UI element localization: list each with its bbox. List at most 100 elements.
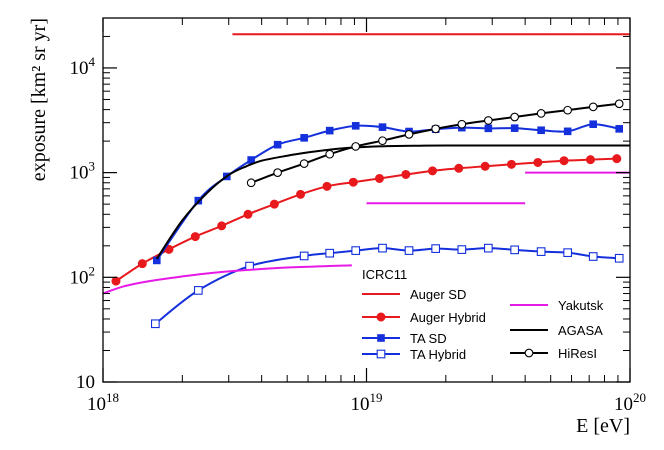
- auger-hybrid-point: [585, 155, 595, 165]
- ta-sd-point: [247, 156, 255, 164]
- yakutsk-line-1: [102, 264, 352, 295]
- ta-hybrid-point: [457, 245, 467, 254]
- auger-hybrid-point: [374, 173, 384, 183]
- ta-sd-point: [152, 256, 161, 265]
- hiresi-point: [299, 159, 309, 168]
- ta-sd-point: [589, 120, 597, 129]
- auger-hybrid-point: [111, 276, 121, 286]
- series-agasa: [155, 144, 630, 260]
- ta-hybrid-point: [193, 286, 203, 295]
- ta-hybrid-point: [510, 245, 520, 255]
- x-tick-label: 1019: [351, 390, 383, 415]
- legend-label-ta-sd: TA SD: [410, 331, 447, 346]
- y-tick-label: 102: [70, 263, 96, 288]
- legend-marker-ta-sd: [377, 334, 385, 342]
- ta-hybrid-point: [563, 248, 573, 258]
- hiresi-point: [510, 112, 520, 122]
- y-tick-label: 10: [76, 372, 95, 393]
- ticks-layer: 1018 1019 1020 10 102 103 104: [70, 17, 646, 415]
- auger-hybrid-point: [296, 189, 306, 199]
- legend-title: ICRC11: [362, 267, 407, 282]
- legend-marker-hiresi: [524, 348, 534, 358]
- hiresi-point: [457, 119, 467, 129]
- hiresi-point: [378, 136, 387, 146]
- auger-hybrid-point: [559, 156, 569, 166]
- ta-hybrid-point: [325, 248, 335, 258]
- hiresi-point: [563, 105, 573, 115]
- hiresi-point: [404, 130, 414, 139]
- auger-hybrid-point: [401, 169, 411, 179]
- auger-hybrid-point: [427, 166, 437, 176]
- hiresi-point: [325, 149, 335, 159]
- auger-hybrid-point: [190, 232, 200, 242]
- legend-entry-ta-sd: TA SD: [362, 331, 447, 346]
- ta-sd-point: [273, 140, 282, 149]
- x-axis-label: E [eV]: [576, 415, 630, 437]
- legend-label-agasa: AGASA: [558, 323, 603, 338]
- legend-label-hiresi: HiResI: [558, 346, 597, 361]
- ta-sd-point: [484, 124, 493, 133]
- ta-sd-point: [537, 126, 545, 135]
- auger-hybrid-point: [217, 221, 227, 231]
- auger-hybrid-point: [533, 157, 543, 167]
- agasa-line: [155, 144, 630, 260]
- series-layer: [102, 33, 630, 329]
- ta-hybrid-point: [536, 247, 546, 256]
- auger-hybrid-point: [243, 209, 253, 219]
- auger-hybrid-point: [137, 259, 147, 269]
- hiresi-point: [431, 124, 441, 134]
- y-axis-label: exposure [km² sr yr]: [28, 18, 50, 181]
- legend-entry-yakutsk: Yakutsk: [510, 298, 604, 313]
- ta-hybrid-point: [404, 246, 414, 255]
- legend-entry-ta-hybrid: TA Hybrid: [362, 347, 466, 362]
- ta-hybrid-point: [614, 253, 624, 263]
- legend-entry-agasa: AGASA: [510, 323, 603, 338]
- hiresi-point: [483, 116, 493, 125]
- legend-label-yakutsk: Yakutsk: [558, 298, 604, 313]
- ta-sd-point: [351, 122, 360, 130]
- auger-hybrid-point: [506, 159, 516, 169]
- ta-hybrid-point: [483, 243, 493, 253]
- hiresi-point: [351, 142, 361, 151]
- y-tick-label: 103: [70, 159, 96, 184]
- legend-label-ta-hybrid: TA Hybrid: [410, 347, 466, 362]
- auger-hybrid-point: [348, 177, 358, 187]
- auger-hybrid-point: [454, 163, 464, 173]
- legend-marker-auger-hybrid: [376, 312, 386, 322]
- auger-hybrid-point: [269, 199, 279, 209]
- hiresi-point: [246, 178, 256, 188]
- auger-hybrid-point: [322, 181, 332, 191]
- auger-hybrid-point: [612, 154, 622, 164]
- hiresi-point: [536, 109, 546, 118]
- ta-hybrid-point: [431, 244, 441, 253]
- ta-hybrid-line: [154, 247, 620, 325]
- hiresi-point: [273, 168, 282, 177]
- x-tick-label: 1018: [87, 390, 119, 415]
- hiresi-point: [588, 102, 598, 112]
- legend-marker-ta-hybrid: [376, 349, 386, 359]
- ta-sd-point: [510, 124, 519, 132]
- legend-entry-auger-hybrid: Auger Hybrid: [362, 310, 486, 325]
- ta-sd-point: [325, 126, 334, 135]
- ta-hybrid-point: [351, 246, 361, 255]
- ta-hybrid-point: [150, 319, 160, 329]
- series-auger-hybrid: [111, 154, 622, 286]
- ta-sd-point: [563, 127, 572, 136]
- series-yakutsk: [102, 171, 630, 295]
- ta-sd-point: [378, 123, 387, 131]
- x-tick-label: 1020: [614, 390, 646, 415]
- auger-hybrid-point: [480, 161, 490, 171]
- ta-sd-point: [615, 125, 624, 133]
- legend-label-auger-sd: Auger SD: [410, 287, 466, 302]
- legend-label-auger-hybrid: Auger Hybrid: [410, 310, 486, 325]
- y-tick-label: 104: [70, 54, 96, 79]
- legend-entry-auger-sd: Auger SD: [362, 287, 466, 302]
- ta-hybrid-point: [299, 251, 309, 261]
- series-ta-hybrid: [150, 243, 624, 329]
- series-hiresi: [246, 99, 624, 188]
- ta-hybrid-point: [588, 252, 598, 261]
- legend-entry-hiresi: HiResI: [510, 346, 597, 361]
